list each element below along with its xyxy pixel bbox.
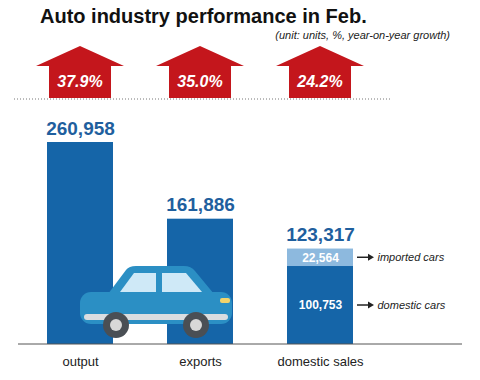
svg-text:domestic sales: domestic sales	[278, 354, 364, 369]
svg-text:22,564: 22,564	[302, 251, 339, 265]
svg-text:123,317: 123,317	[286, 224, 355, 245]
svg-text:100,753: 100,753	[299, 298, 343, 312]
svg-text:output: output	[62, 354, 99, 369]
svg-text:161,886: 161,886	[166, 194, 235, 215]
svg-text:24.2%: 24.2%	[296, 73, 342, 90]
svg-text:260,958: 260,958	[46, 118, 115, 139]
svg-text:exports: exports	[179, 354, 222, 369]
html-text:Auto industry performance in F: Auto industry performance in Feb.	[40, 5, 367, 27]
html-text:(unit: units, %, year-on-year: (unit: units, %, year-on-year growth)	[275, 29, 450, 41]
svg-text:37.9%: 37.9%	[57, 73, 102, 90]
svg-text:domestic cars: domestic cars	[378, 299, 446, 311]
svg-text:imported cars: imported cars	[378, 251, 445, 263]
svg-text:35.0%: 35.0%	[177, 73, 222, 90]
